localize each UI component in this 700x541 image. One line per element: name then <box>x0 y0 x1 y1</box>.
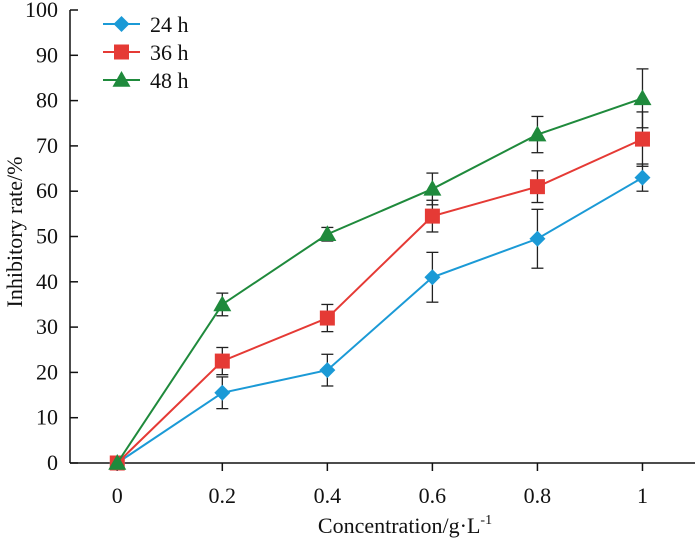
series-24h <box>109 163 651 471</box>
y-tick-label: 90 <box>36 42 58 67</box>
x-tick-label: 0.2 <box>209 483 237 508</box>
data-point-48h <box>633 89 652 106</box>
data-point-36h <box>319 310 335 326</box>
x-tick-label: 0.8 <box>524 483 552 508</box>
legend-label-24h: 24 h <box>150 12 189 37</box>
series-36h <box>109 111 650 471</box>
y-tick-label: 30 <box>36 314 58 339</box>
legend: 24 h 36 h 48 h <box>103 12 189 93</box>
data-point-24h <box>214 384 231 401</box>
y-tick-label: 60 <box>36 178 58 203</box>
legend-label-48h: 48 h <box>150 68 189 93</box>
data-point-24h <box>634 169 651 186</box>
x-axis-title-superscript: -1 <box>480 513 492 528</box>
series-48h <box>108 68 652 470</box>
y-tick-label: 50 <box>36 224 58 249</box>
y-tick-label: 10 <box>36 405 58 430</box>
y-tick-label: 0 <box>47 450 58 475</box>
data-point-48h <box>318 225 337 241</box>
series-line-48h <box>116 97 643 464</box>
data-point-36h <box>634 131 650 147</box>
legend-marker-48h <box>112 71 131 87</box>
y-ticks: 0 10 20 30 40 50 60 70 80 90 100 <box>25 0 78 475</box>
data-point-48h <box>213 295 232 312</box>
series-line-36h <box>116 138 643 464</box>
y-tick-label: 40 <box>36 269 58 294</box>
x-axis-title: Concentration/g·L-1 <box>318 513 492 538</box>
data-point-36h <box>424 208 440 224</box>
y-tick-label: 20 <box>36 359 58 384</box>
x-tick-label: 1 <box>637 483 648 508</box>
y-tick-label: 70 <box>36 133 58 158</box>
y-tick-label: 100 <box>25 0 58 22</box>
x-axis-title-text: Concentration/g·L <box>318 513 481 538</box>
x-ticks: 0 0.2 0.4 0.6 0.8 1 <box>112 463 648 508</box>
plot-area <box>108 68 652 471</box>
x-tick-label: 0.6 <box>419 483 447 508</box>
data-point-24h <box>529 230 546 247</box>
data-point-48h <box>108 454 127 470</box>
data-point-36h <box>529 179 545 195</box>
data-point-36h <box>214 353 230 369</box>
data-point-48h <box>528 125 547 142</box>
data-point-48h <box>423 179 442 196</box>
y-tick-label: 80 <box>36 88 58 113</box>
data-point-24h <box>319 362 336 379</box>
x-tick-label: 0 <box>112 483 123 508</box>
x-tick-label: 0.4 <box>314 483 342 508</box>
data-point-24h <box>424 269 441 286</box>
legend-marker-24h <box>113 16 130 32</box>
legend-label-36h: 36 h <box>150 40 189 65</box>
y-axis-title: Inhibitory rate/% <box>2 157 27 308</box>
series-line-24h <box>116 176 643 464</box>
legend-marker-36h <box>114 44 129 60</box>
